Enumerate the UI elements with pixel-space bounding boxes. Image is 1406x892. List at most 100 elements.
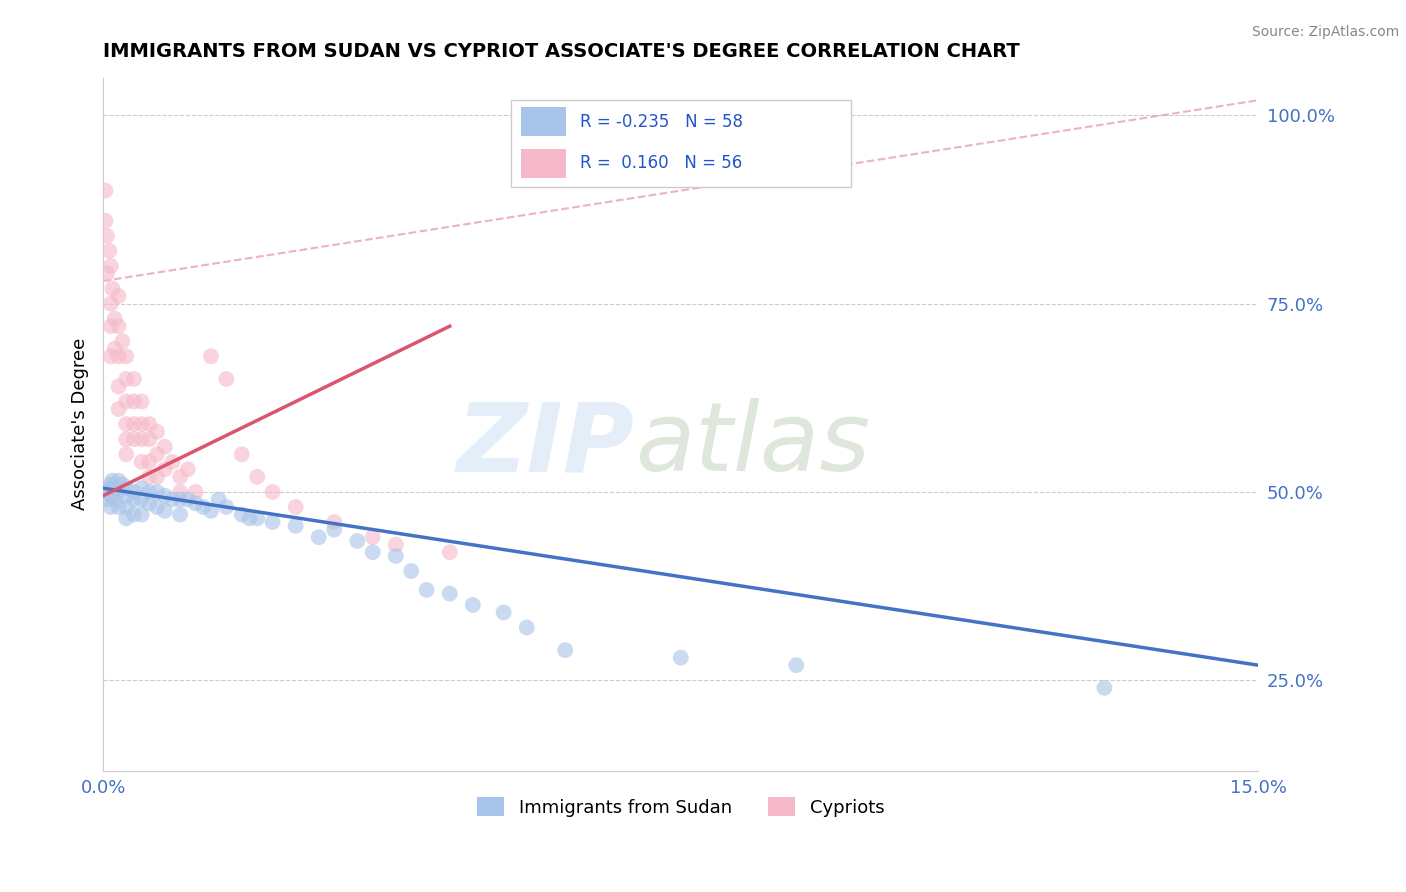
Point <box>115 349 138 363</box>
Point <box>131 492 153 507</box>
Point <box>98 481 121 495</box>
Point <box>193 500 215 514</box>
Point <box>122 485 145 500</box>
Point <box>554 643 576 657</box>
Point <box>385 549 408 563</box>
Point <box>439 587 461 601</box>
Point <box>115 489 138 503</box>
Point <box>122 492 145 507</box>
Point <box>215 500 238 514</box>
Point <box>146 485 169 500</box>
Point <box>177 492 200 507</box>
Point <box>200 349 222 363</box>
Point <box>153 489 176 503</box>
Point <box>138 455 160 469</box>
Point <box>115 481 138 495</box>
Point <box>122 394 145 409</box>
Point <box>107 485 129 500</box>
Point <box>122 508 145 522</box>
Point <box>284 519 307 533</box>
Point <box>96 228 118 243</box>
Text: Source: ZipAtlas.com: Source: ZipAtlas.com <box>1251 25 1399 39</box>
Point <box>115 500 138 514</box>
Point <box>146 500 169 514</box>
Point <box>131 508 153 522</box>
Point <box>104 311 127 326</box>
Point <box>153 504 176 518</box>
Point <box>415 582 437 597</box>
Point <box>98 244 121 258</box>
Point <box>215 372 238 386</box>
Point <box>439 545 461 559</box>
Point <box>115 447 138 461</box>
Point <box>169 485 191 500</box>
Point <box>231 508 253 522</box>
Point <box>107 474 129 488</box>
Point <box>1092 681 1115 695</box>
Point <box>361 545 384 559</box>
Point <box>153 440 176 454</box>
Point <box>107 379 129 393</box>
Point <box>100 259 122 273</box>
Point <box>169 470 191 484</box>
Point <box>104 492 127 507</box>
Legend: Immigrants from Sudan, Cypriots: Immigrants from Sudan, Cypriots <box>470 790 891 824</box>
Point <box>162 492 184 507</box>
Point <box>122 372 145 386</box>
Point <box>262 485 284 500</box>
Point <box>323 523 346 537</box>
Point <box>122 432 145 446</box>
Point <box>115 511 138 525</box>
Point <box>107 500 129 514</box>
Point <box>94 184 117 198</box>
Point <box>361 530 384 544</box>
Point <box>111 477 134 491</box>
Point <box>96 485 118 500</box>
Point <box>238 511 260 525</box>
Point <box>246 470 269 484</box>
Point <box>107 319 129 334</box>
Point <box>208 492 231 507</box>
Point <box>184 485 207 500</box>
Point <box>177 462 200 476</box>
Point <box>284 500 307 514</box>
Point <box>146 425 169 439</box>
Point <box>100 349 122 363</box>
Point <box>100 500 122 514</box>
Point <box>385 538 408 552</box>
Point <box>104 342 127 356</box>
Text: atlas: atlas <box>634 399 869 491</box>
Point <box>669 650 692 665</box>
Point <box>346 533 368 548</box>
Point <box>131 432 153 446</box>
Point <box>162 455 184 469</box>
Point <box>138 470 160 484</box>
Point <box>115 372 138 386</box>
Point <box>94 213 117 227</box>
Point <box>101 474 124 488</box>
Point <box>138 432 160 446</box>
Point <box>231 447 253 461</box>
Point <box>131 455 153 469</box>
Point <box>146 470 169 484</box>
Point <box>461 598 484 612</box>
Point <box>131 394 153 409</box>
Point <box>169 492 191 507</box>
Text: ZIP: ZIP <box>457 399 634 491</box>
Point <box>100 296 122 310</box>
Point <box>146 447 169 461</box>
Text: IMMIGRANTS FROM SUDAN VS CYPRIOT ASSOCIATE'S DEGREE CORRELATION CHART: IMMIGRANTS FROM SUDAN VS CYPRIOT ASSOCIA… <box>103 42 1019 61</box>
Point <box>516 621 538 635</box>
Point <box>107 402 129 417</box>
Point <box>107 289 129 303</box>
Point <box>323 515 346 529</box>
Point <box>308 530 330 544</box>
Point <box>100 477 122 491</box>
Point <box>122 417 145 431</box>
Point <box>153 462 176 476</box>
Point <box>115 432 138 446</box>
Point <box>246 511 269 525</box>
Point <box>100 489 122 503</box>
Point <box>115 394 138 409</box>
Point <box>111 334 134 349</box>
